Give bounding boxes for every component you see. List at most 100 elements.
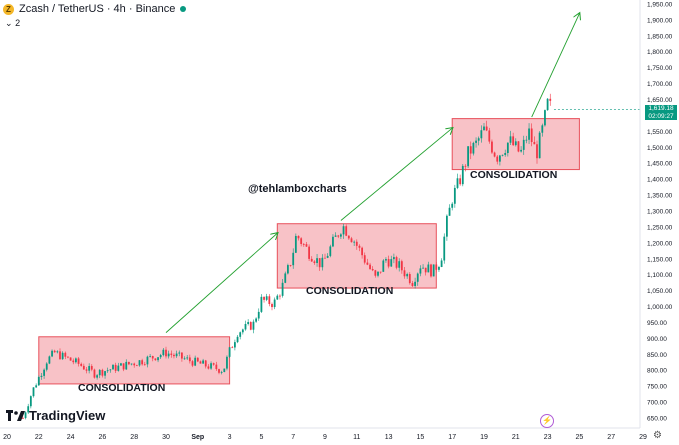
x-tick-label: 15	[417, 434, 425, 441]
y-tick-label: 1,750.00	[647, 65, 673, 72]
market-status-icon	[180, 6, 187, 12]
last-price-tag: 1,619.18 02:09:27	[645, 105, 677, 120]
candle-body	[199, 361, 202, 364]
candle-body	[369, 264, 371, 269]
candle-body	[287, 265, 289, 274]
candle-body	[228, 347, 231, 357]
author-tag: @tehlamboxcharts	[248, 183, 347, 195]
candle-body	[125, 361, 128, 370]
candle-body	[430, 264, 432, 277]
candle-body	[443, 236, 446, 261]
x-tick-label: 7	[291, 434, 295, 441]
candle-body	[342, 226, 345, 235]
y-tick-label: 1,050.00	[647, 288, 673, 295]
candle-body	[530, 128, 533, 143]
candle-body	[226, 356, 228, 369]
projection-arrow[interactable]	[165, 233, 277, 333]
x-tick-label: 29	[639, 434, 647, 441]
x-tick-label: 28	[130, 434, 138, 441]
candle-body	[403, 270, 406, 277]
lightning-icon[interactable]: ⚡	[540, 414, 554, 428]
candle-body	[416, 273, 419, 282]
candle-body	[165, 349, 167, 357]
y-tick-label: 1,350.00	[647, 193, 673, 200]
candle-body	[358, 245, 361, 248]
y-tick-label: 1,800.00	[647, 49, 673, 56]
candle-body	[90, 366, 93, 370]
candle-body	[64, 352, 67, 357]
bar-countdown: 02:09:27	[648, 112, 674, 120]
candle-body	[318, 258, 321, 268]
candle-body	[85, 369, 88, 371]
tradingview-logo[interactable]: TradingView	[6, 408, 105, 423]
candle-body	[525, 139, 528, 141]
candle-body	[451, 203, 454, 208]
candle-body	[440, 260, 443, 267]
candle-body	[109, 369, 112, 371]
consolidation-box[interactable]	[38, 336, 231, 385]
y-tick-label: 1,650.00	[647, 97, 673, 104]
candle-body	[178, 352, 181, 354]
projection-arrow[interactable]	[340, 128, 452, 221]
candle-body	[194, 357, 197, 366]
candle-body	[220, 372, 223, 373]
candle-body	[324, 257, 326, 259]
candle-body	[363, 255, 366, 263]
candle-body	[501, 154, 504, 156]
candle-body	[88, 366, 91, 371]
y-tick-label: 950.00	[647, 320, 667, 327]
candle-body	[244, 324, 247, 330]
candle-body	[135, 365, 138, 367]
candle-body	[59, 351, 61, 360]
candle-body	[191, 361, 194, 366]
candle-body	[504, 153, 507, 155]
candle-body	[305, 244, 308, 247]
candle-body	[514, 141, 517, 146]
candle-body	[453, 187, 456, 204]
candle-body	[546, 98, 549, 111]
candle-body	[279, 295, 281, 297]
x-tick-label: 23	[544, 434, 552, 441]
candle-body	[512, 136, 515, 146]
candle-body	[406, 274, 409, 277]
candle-body	[249, 322, 252, 330]
candle-body	[297, 235, 300, 239]
candle-body	[122, 363, 125, 370]
candle-body	[337, 235, 340, 237]
candle-body	[106, 370, 109, 372]
last-price: 1,619.18	[648, 105, 674, 112]
projection-arrow[interactable]	[531, 14, 580, 118]
x-tick-label: 17	[448, 434, 456, 441]
consolidation-label-2: CONSOLIDATION	[306, 285, 394, 297]
candle-body	[128, 361, 130, 365]
symbol-title[interactable]: Zcash / TetherUS · 4h · Binance	[19, 3, 176, 15]
candle-body	[149, 355, 151, 357]
indicator-toggle[interactable]: ⌄ 2	[5, 18, 20, 29]
candle-body	[424, 267, 427, 273]
consolidation-label-3: CONSOLIDATION	[470, 169, 558, 181]
candle-body	[75, 358, 77, 363]
candle-body	[385, 259, 387, 261]
candle-body	[544, 110, 546, 126]
candle-body	[366, 262, 369, 265]
candle-body	[143, 364, 146, 366]
candle-body	[276, 295, 279, 300]
gear-icon[interactable]: ⚙	[653, 430, 662, 441]
candle-body	[257, 311, 260, 319]
candle-body	[167, 353, 170, 357]
candle-body	[104, 371, 106, 376]
candle-body	[361, 247, 363, 256]
candle-body	[435, 264, 438, 270]
candle-body	[32, 387, 35, 397]
candle-body	[218, 369, 220, 373]
candle-body	[522, 139, 525, 150]
candle-body	[316, 258, 318, 263]
candle-body	[247, 322, 250, 325]
x-tick-label: 20	[3, 434, 11, 441]
y-tick-label: 750.00	[647, 384, 667, 391]
chart-header[interactable]: Z Zcash / TetherUS · 4h · Binance	[3, 3, 187, 15]
candle-body	[210, 363, 212, 369]
consolidation-box[interactable]	[276, 223, 437, 289]
x-tick-label: 13	[385, 434, 393, 441]
